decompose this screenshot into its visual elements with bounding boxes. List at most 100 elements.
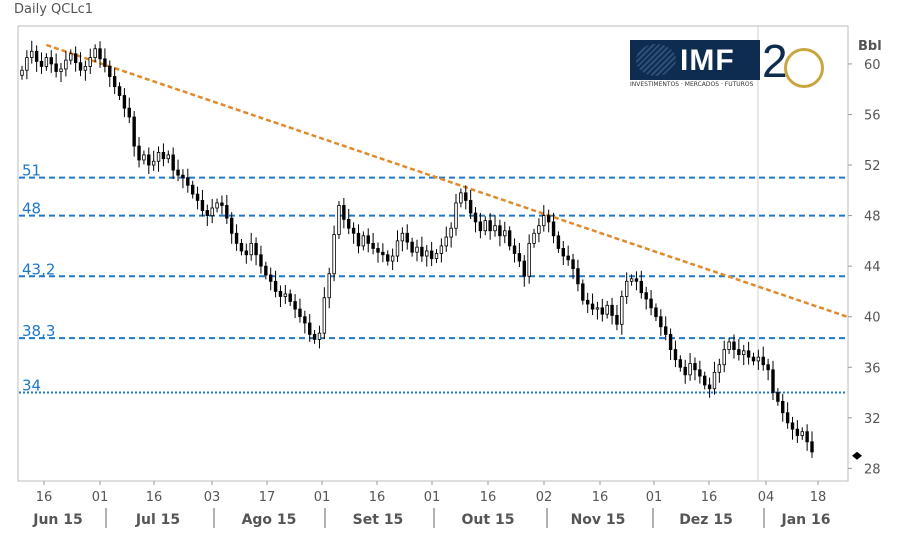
candles-layer <box>20 40 862 460</box>
candle-body <box>405 232 409 243</box>
candle-body <box>93 48 97 58</box>
candle-body <box>590 303 595 310</box>
level-label: 38,3 <box>22 322 55 340</box>
x-month-label: Jul 15 <box>135 512 180 528</box>
x-month-label: Jun 15 <box>32 512 83 528</box>
candle-body <box>464 192 468 201</box>
candle-body <box>298 308 302 318</box>
candle-body <box>166 154 170 160</box>
candle-body <box>605 304 609 315</box>
candle-body <box>454 202 458 229</box>
candle-body <box>161 151 166 160</box>
y-tick-label: 40 <box>864 311 881 326</box>
candle-body <box>181 174 185 179</box>
candle-body <box>600 307 605 315</box>
candle-body <box>273 280 278 292</box>
candle-body <box>542 215 546 227</box>
y-tick-label: 48 <box>864 210 881 225</box>
candle-body <box>381 251 385 256</box>
candle-body <box>527 242 531 277</box>
candle-body <box>249 242 253 256</box>
candle-body <box>795 428 800 436</box>
candle-body <box>44 57 49 67</box>
candle-body <box>371 242 375 249</box>
candle-body <box>327 273 331 299</box>
candle-body <box>488 220 492 232</box>
candle-body <box>639 280 644 294</box>
candle-body <box>551 221 556 237</box>
candle-body <box>756 356 761 362</box>
y-tick-label: 44 <box>864 260 881 275</box>
candle-body <box>659 316 663 328</box>
y-tick-label: 28 <box>864 462 881 477</box>
candle-body <box>108 66 112 77</box>
level-label: 48 <box>22 200 41 218</box>
candle-body <box>366 235 370 244</box>
candle-body <box>269 274 273 282</box>
candle-body <box>332 234 336 275</box>
candle-body <box>220 202 224 206</box>
candle-body <box>434 253 439 259</box>
candle-body <box>746 350 751 358</box>
logo-anniversary-digit: 2 <box>762 35 788 87</box>
x-month-label: Set 15 <box>353 512 404 528</box>
candle-body <box>210 207 214 216</box>
candle-body <box>581 283 585 301</box>
candle-body <box>73 53 78 64</box>
candle-body <box>781 400 785 414</box>
candle-body <box>171 154 175 171</box>
candle-body <box>766 364 770 371</box>
x-day-label: 01 <box>314 490 331 505</box>
logo-text: IMF <box>680 44 735 77</box>
level-label: 51 <box>22 162 41 180</box>
y-tick-label: 32 <box>864 412 881 427</box>
candle-body <box>229 217 234 234</box>
candle-body <box>805 431 809 443</box>
candle-body <box>239 242 244 252</box>
x-day-label: 18 <box>810 490 827 505</box>
candle-body <box>507 230 512 247</box>
candle-body <box>732 341 736 350</box>
candle-body <box>707 384 712 390</box>
candle-body <box>771 369 775 393</box>
candle-body <box>54 63 58 72</box>
candle-body <box>64 59 68 70</box>
candle-body <box>546 215 551 223</box>
candle-body <box>205 210 210 216</box>
candle-body <box>195 193 200 201</box>
candle-body <box>342 205 346 220</box>
x-axis: 16 01 16 03 17 01 16 01 16 02 16 01 16 04 18 Jun 15 Jul … <box>32 481 830 528</box>
x-month-label: Jan 16 <box>781 512 831 528</box>
candle-body <box>112 76 117 88</box>
logo-anniversary: 2 <box>762 34 824 88</box>
x-day-label: 01 <box>92 490 109 505</box>
candle-body <box>673 349 678 361</box>
x-day-label: 03 <box>204 490 221 505</box>
candle-body <box>517 253 522 262</box>
trend-line <box>45 43 848 318</box>
y-tick-label: 36 <box>864 361 881 376</box>
candle-body <box>59 68 63 72</box>
candle-body <box>537 225 541 234</box>
candle-body <box>127 107 131 118</box>
candle-body <box>376 248 380 253</box>
candle-body <box>449 227 453 238</box>
candle-body <box>254 242 258 256</box>
candle-body <box>742 350 746 356</box>
candle-body <box>103 58 107 67</box>
logo-subtitle: INVESTIMENTOS · MERCADOS · FUTUROS <box>630 81 754 88</box>
y-tick-label: 56 <box>864 108 881 123</box>
candle-body <box>200 200 205 211</box>
level-label: 43,2 <box>22 260 55 278</box>
candle-body <box>439 245 444 254</box>
candle-body <box>234 232 239 244</box>
candle-body <box>459 192 463 204</box>
candle-body <box>712 371 717 390</box>
candle-body <box>288 293 292 302</box>
candle-body <box>83 66 88 71</box>
candle-body <box>654 307 658 318</box>
last-price-marker <box>852 451 862 460</box>
candle-body <box>69 53 73 61</box>
candle-body <box>308 322 312 335</box>
candle-body <box>532 232 536 244</box>
